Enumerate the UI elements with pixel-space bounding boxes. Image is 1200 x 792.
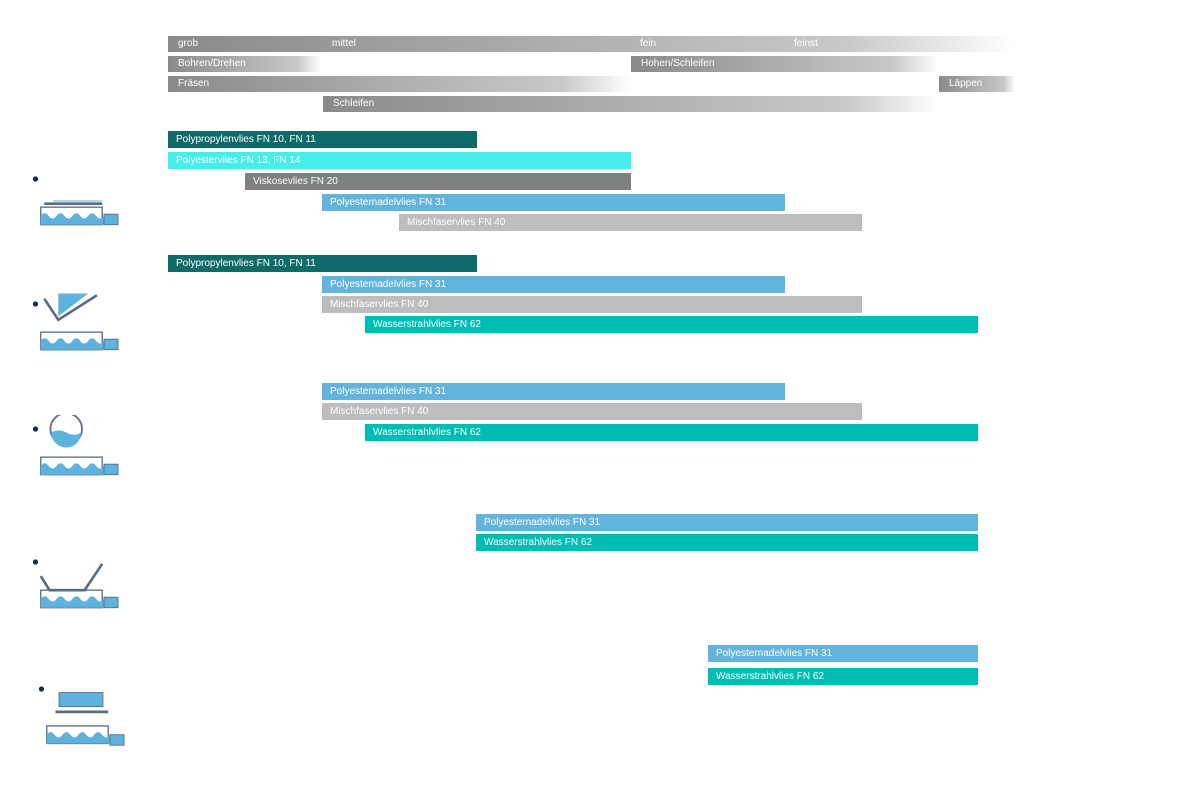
nonwoven-bar: Polyesternadelvlies FN 31 bbox=[708, 645, 978, 662]
machine-inclined-belt-icon bbox=[20, 548, 130, 625]
nonwoven-bar: Mischfaservlies FN 40 bbox=[399, 214, 862, 231]
machine-drum-icon bbox=[20, 412, 130, 492]
scale-mittel: mittel bbox=[332, 38, 356, 49]
scale-grob: grob bbox=[178, 38, 199, 49]
nonwoven-bar: Viskosevlies FN 20 bbox=[245, 173, 631, 190]
machine-v-belt-icon bbox=[20, 290, 130, 367]
scale-bar: grob mittel fein feinst bbox=[168, 36, 1015, 52]
scale-feinst: feinst bbox=[794, 38, 818, 49]
nonwoven-bar: Mischfaservlies FN 40 bbox=[322, 296, 862, 313]
nonwoven-bar: Wasserstrahlvlies FN 62 bbox=[365, 424, 978, 441]
process-bohren-drehen: Bohren/Drehen bbox=[168, 56, 320, 72]
nonwoven-bar: Polyesternadelvlies FN 31 bbox=[322, 383, 785, 400]
nonwoven-bar: Polypropylenvlies FN 10, FN 11 bbox=[168, 131, 477, 148]
nonwoven-bar: Polyesternadelvlies FN 31 bbox=[322, 194, 785, 211]
machine-flat-belt-icon bbox=[20, 165, 130, 242]
process-schleifen: Schleifen bbox=[323, 96, 938, 112]
scale-fein: fein bbox=[640, 38, 657, 49]
nonwoven-bar: Wasserstrahlvlies FN 62 bbox=[365, 316, 978, 333]
process-laeppen: Läppen bbox=[939, 76, 1015, 92]
nonwoven-bar: Polyesternadelvlies FN 31 bbox=[476, 514, 978, 531]
nonwoven-bar: Polyestervlies FN 13, FN 14 bbox=[168, 152, 631, 169]
nonwoven-bar: Polyesternadelvlies FN 31 bbox=[322, 276, 785, 293]
nonwoven-bar: Polypropylenvlies FN 10, FN 11 bbox=[168, 255, 477, 272]
process-fraesen: Fräsen bbox=[168, 76, 630, 92]
process-hohen-schleifen: Hohen/Schleifen bbox=[631, 56, 938, 72]
machine-double-tank-icon bbox=[26, 675, 136, 752]
nonwoven-bar: Wasserstrahlvlies FN 62 bbox=[708, 668, 978, 685]
nonwoven-bar: Mischfaservlies FN 40 bbox=[322, 403, 862, 420]
nonwoven-bar: Wasserstrahlvlies FN 62 bbox=[476, 534, 978, 551]
